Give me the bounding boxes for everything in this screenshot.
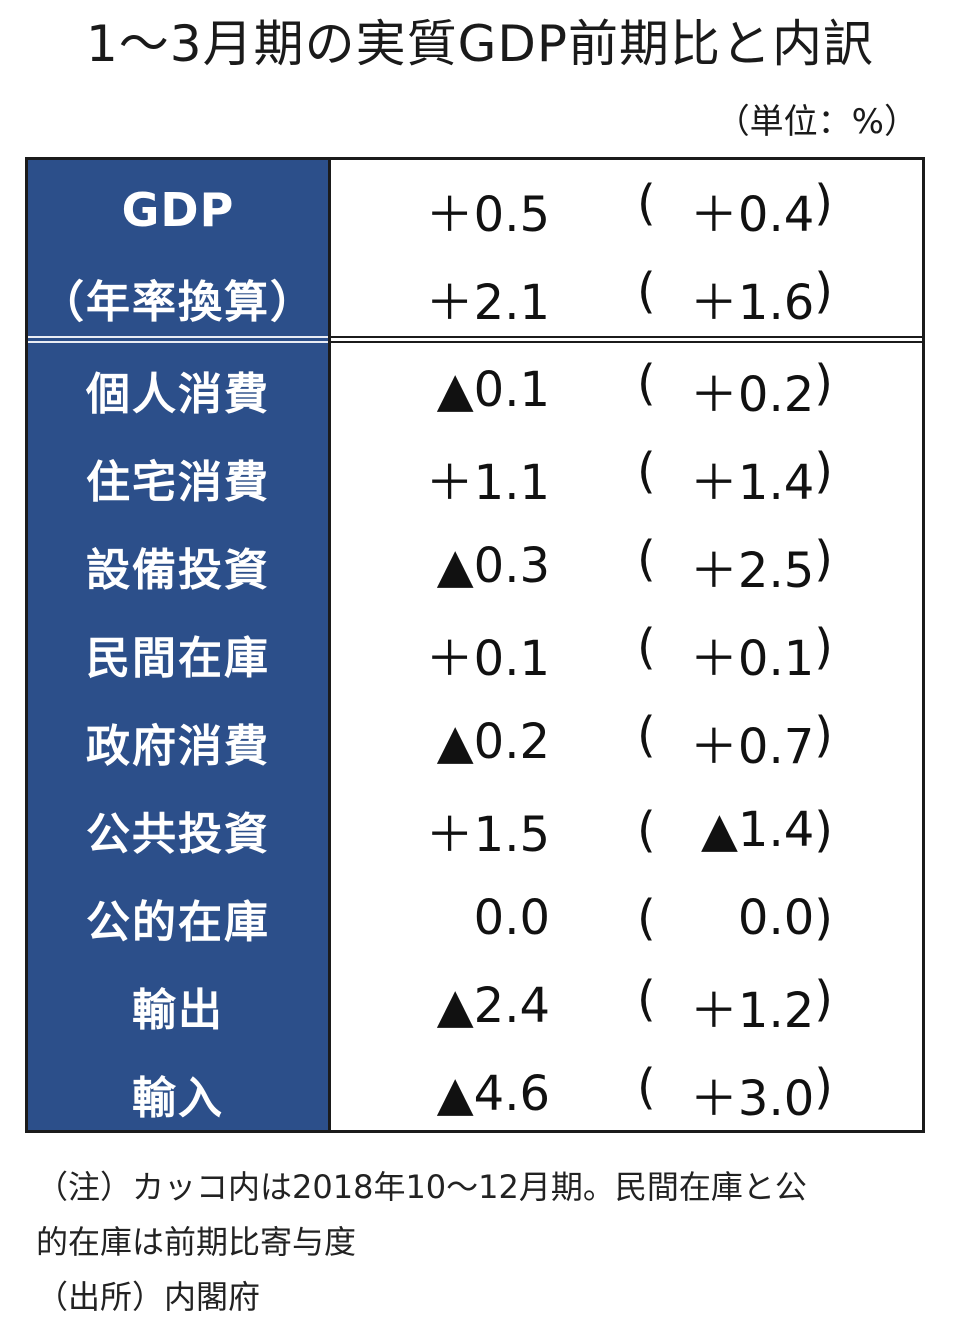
table-row-label: 個人消費 — [28, 346, 328, 434]
page-title: 1〜3月期の実質GDP前期比と内訳 — [85, 15, 875, 73]
close-paren: ) — [814, 263, 833, 319]
current-value: 0.0 — [473, 890, 550, 946]
open-paren: ( — [637, 890, 656, 946]
table-row: ＋1.1 ( ＋1.4) — [331, 434, 922, 522]
previous-value-text: ＋1.4 — [689, 455, 815, 511]
open-paren: ( — [637, 707, 656, 763]
unit-label: （単位：%） — [715, 102, 918, 142]
table-row-label: 住宅消費 — [28, 434, 328, 522]
table-row-label: GDP — [28, 166, 328, 254]
open-paren: ( — [637, 619, 656, 675]
row-label: GDP — [121, 183, 235, 237]
table-row-label: 公的在庫 — [28, 874, 328, 962]
row-label: （年率換算） — [40, 277, 316, 328]
close-paren: ) — [814, 531, 833, 587]
previous-value-text: ＋1.2 — [689, 983, 815, 1039]
close-paren: ) — [814, 1059, 833, 1115]
close-paren: ) — [814, 707, 833, 763]
current-value: ＋2.1 — [425, 275, 550, 331]
previous-value-text: ＋0.2 — [689, 367, 815, 423]
table-row: 0.0(0.0) — [331, 874, 922, 962]
close-paren: ) — [814, 971, 833, 1027]
previous-value-text: ＋0.1 — [689, 631, 815, 687]
close-paren: ) — [814, 802, 833, 858]
table-row-label: 輸出 — [28, 962, 328, 1050]
row-label: 民間在庫 — [86, 633, 270, 684]
close-paren: ) — [814, 443, 833, 499]
table-row-label: 設備投資 — [28, 522, 328, 610]
previous-value-text: ＋2.5 — [689, 543, 815, 599]
current-value: ＋0.1 — [425, 631, 550, 687]
table-row: ▲0.2 ( ＋0.7) — [331, 698, 922, 786]
current-value: ▲4.6 — [436, 1066, 550, 1122]
row-label: 政府消費 — [86, 721, 270, 772]
row-label: 個人消費 — [86, 369, 270, 420]
open-paren: ( — [637, 802, 656, 858]
open-paren: ( — [637, 355, 656, 411]
current-value: ▲2.4 — [436, 978, 550, 1034]
previous-value: ( ＋0.2) — [637, 355, 833, 425]
previous-value: (0.0) — [637, 890, 833, 946]
open-paren: ( — [637, 971, 656, 1027]
table-row: ▲0.1 ( ＋0.2) — [331, 346, 922, 434]
current-value: ▲0.1 — [436, 362, 550, 418]
table-row-label: 政府消費 — [28, 698, 328, 786]
left-divider — [28, 336, 328, 343]
note-line-1: （注）カッコ内は2018年10〜12月期。民間在庫と公 — [36, 1168, 807, 1206]
previous-value: ( ＋0.4) — [637, 175, 833, 245]
row-label: 輸出 — [132, 985, 224, 1036]
previous-value: ( ＋0.1) — [637, 619, 833, 689]
previous-value: ( ＋2.5) — [637, 531, 833, 601]
previous-value-text: ＋1.6 — [689, 275, 815, 331]
previous-value: ( ＋1.4) — [637, 443, 833, 513]
previous-value: ( ＋1.6) — [637, 263, 833, 333]
current-value: ＋0.5 — [425, 187, 550, 243]
open-paren: ( — [637, 263, 656, 319]
previous-value: ( ＋3.0) — [637, 1059, 833, 1129]
previous-value: ( ▲1.4) — [637, 802, 833, 858]
current-value: ▲0.3 — [436, 538, 550, 594]
current-value: ＋1.5 — [425, 807, 550, 863]
note-line-2: 的在庫は前期比寄与度 — [36, 1223, 357, 1261]
table-row: ▲0.3 ( ＋2.5) — [331, 522, 922, 610]
right-divider — [331, 336, 922, 343]
table-row-label: 公共投資 — [28, 786, 328, 874]
previous-value-text: ▲1.4 — [701, 802, 815, 858]
row-label: 公共投資 — [86, 809, 270, 860]
table-row: ＋1.5 ( ▲1.4) — [331, 786, 922, 874]
previous-value-text: ＋0.4 — [689, 187, 815, 243]
current-value: ＋1.1 — [425, 455, 550, 511]
open-paren: ( — [637, 443, 656, 499]
table-row: ＋0.1 ( ＋0.1) — [331, 610, 922, 698]
table-row-label: （年率換算） — [28, 254, 328, 342]
table-row: ＋2.1 ( ＋1.6) — [331, 254, 922, 342]
note-line-3: （出所）内閣府 — [36, 1278, 261, 1316]
close-paren: ) — [814, 355, 833, 411]
value-column: ＋0.5 ( ＋0.4) ＋2.1 ( ＋1.6) ▲0.1 ( ＋0.2) ＋1.1 ( ＋1.4)… — [331, 160, 922, 1130]
previous-value: ( ＋0.7) — [637, 707, 833, 777]
open-paren: ( — [637, 1059, 656, 1115]
current-value: ▲0.2 — [436, 714, 550, 770]
previous-value-text: 0.0 — [737, 890, 815, 946]
footnotes: （注）カッコ内は2018年10〜12月期。民間在庫と公 的在庫は前期比寄与度 （… — [36, 1160, 916, 1325]
previous-value: ( ＋1.2) — [637, 971, 833, 1041]
open-paren: ( — [637, 175, 656, 231]
table-row-label: 民間在庫 — [28, 610, 328, 698]
close-paren: ) — [814, 890, 833, 946]
row-label: 住宅消費 — [86, 457, 270, 508]
table-row: ＋0.5 ( ＋0.4) — [331, 166, 922, 254]
close-paren: ) — [814, 175, 833, 231]
table-row: ▲4.6 ( ＋3.0) — [331, 1050, 922, 1138]
table-row: ▲2.4 ( ＋1.2) — [331, 962, 922, 1050]
row-label: 設備投資 — [86, 545, 270, 596]
previous-value-text: ＋3.0 — [689, 1071, 815, 1127]
previous-value-text: ＋0.7 — [689, 719, 815, 775]
row-label: 輸入 — [132, 1073, 224, 1124]
gdp-table: GDP （年率換算） 個人消費住宅消費設備投資民間在庫政府消費公共投資公的在庫輸出輸… — [25, 157, 925, 1133]
open-paren: ( — [637, 531, 656, 587]
row-label-column: GDP （年率換算） 個人消費住宅消費設備投資民間在庫政府消費公共投資公的在庫輸出輸… — [28, 160, 331, 1130]
close-paren: ) — [814, 619, 833, 675]
table-row-label: 輸入 — [28, 1050, 328, 1138]
row-label: 公的在庫 — [86, 897, 270, 948]
